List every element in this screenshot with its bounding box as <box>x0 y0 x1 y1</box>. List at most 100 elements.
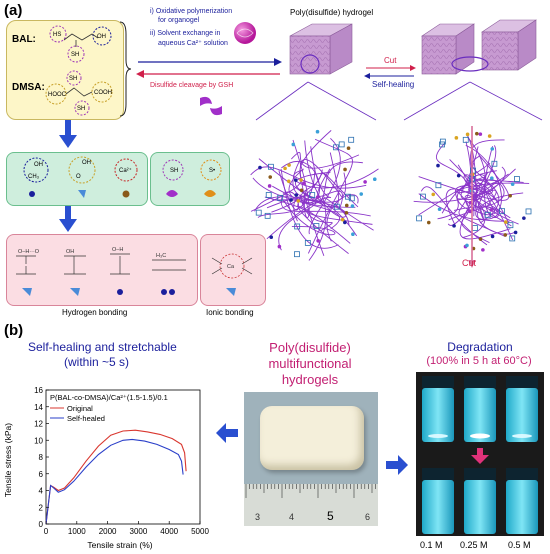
network-node <box>522 216 526 220</box>
network-node <box>490 234 495 239</box>
network-node <box>490 176 494 180</box>
network-node <box>265 192 272 198</box>
network-node <box>431 192 436 197</box>
network-node <box>283 166 287 171</box>
network-node <box>294 193 299 197</box>
network-node <box>345 193 351 200</box>
dmsa-group-1: HOOC <box>48 92 67 98</box>
polymer-chain <box>299 194 333 232</box>
ruler-number-2: 5 <box>327 509 334 523</box>
polymer-chain <box>456 179 530 194</box>
cut-heal-arrows <box>364 65 416 79</box>
dmsa-group-3: SH <box>77 106 85 112</box>
green-label-1: CH₃ <box>28 174 40 180</box>
network-node <box>343 167 347 172</box>
dmsa-cooh-ring <box>91 81 113 103</box>
polymer-chain <box>266 196 307 209</box>
chart-ylabel: Tensile stress (kPa) <box>3 423 13 497</box>
network-node <box>484 211 491 218</box>
hydrogel-photo: 3 4 5 6 <box>244 392 378 526</box>
network-node <box>499 208 506 215</box>
ruler <box>244 484 378 526</box>
network-node <box>293 178 298 182</box>
network-node <box>456 173 461 178</box>
oh-symbol-icon <box>29 191 35 197</box>
polymer-chain <box>272 161 363 204</box>
network-node <box>287 163 291 167</box>
network-node <box>420 193 426 200</box>
y-tick-label: 2 <box>39 503 44 512</box>
polymer-chain <box>280 168 339 249</box>
network-node <box>363 180 367 184</box>
network-node <box>343 220 347 225</box>
network-node <box>286 179 291 184</box>
svg-text:O–H···O: O–H···O <box>18 249 40 255</box>
chart-xlabel: Tensile strain (%) <box>87 540 152 550</box>
green-label-4: Ca²⁺ <box>119 167 132 174</box>
svg-text:OH: OH <box>66 249 74 255</box>
carboxyl-symbol-icon <box>78 190 86 198</box>
green-label-0: OH <box>34 162 43 168</box>
network-node <box>269 235 274 240</box>
network-node <box>267 184 272 188</box>
center-title-2: multifunctional <box>268 356 352 371</box>
degradation-subtitle: (100% in 5 h at 60°C) <box>426 355 532 367</box>
x-tick-label: 4000 <box>160 527 178 536</box>
degradation-arrow <box>471 448 489 464</box>
x-tick-label: 5000 <box>191 527 209 536</box>
y-tick-label: 4 <box>39 487 44 496</box>
hbond-icon-1 <box>22 288 32 296</box>
hydrogel-sample <box>260 406 364 470</box>
network-node <box>313 223 320 229</box>
bal-group-2: OH <box>97 34 106 40</box>
vial-top-2 <box>506 376 538 442</box>
vial-top-0 <box>422 376 454 442</box>
polymer-chain <box>250 130 332 212</box>
network-node <box>503 233 508 237</box>
center-title-3: hydrogels <box>281 372 339 387</box>
network-node <box>315 195 320 199</box>
network-node <box>299 188 304 193</box>
bal-label: BAL: <box>12 34 36 45</box>
polymer-chain <box>456 180 475 211</box>
y-tick-label: 8 <box>39 453 44 462</box>
dmsa-group-0: SH <box>69 76 77 82</box>
network-node <box>264 212 271 219</box>
down-arrow-1 <box>59 120 77 148</box>
center-title-1: Poly(disulfide) <box>269 340 351 355</box>
network-node <box>507 222 514 229</box>
polymer-chain <box>252 177 340 230</box>
network-node <box>304 240 311 246</box>
gsh-icon <box>200 96 222 116</box>
network-node <box>340 217 345 222</box>
network-node <box>491 160 498 167</box>
selfheal-subtitle: (within ~5 s) <box>64 355 130 369</box>
down-arrow-2 <box>59 206 77 232</box>
network-node <box>509 235 516 242</box>
y-tick-label: 6 <box>39 470 44 479</box>
network-node <box>302 181 306 186</box>
network-node <box>514 176 520 182</box>
network-node <box>294 251 300 258</box>
vial-label-1: 0.25 M <box>460 540 488 550</box>
polymer-chain <box>293 168 379 189</box>
network-node <box>439 141 445 148</box>
network-node <box>289 198 293 202</box>
network-left <box>240 118 392 270</box>
network-node <box>258 165 262 170</box>
green-label-3: O <box>76 174 81 180</box>
dmsa-chain <box>65 87 93 97</box>
network-node <box>315 129 320 134</box>
network-node <box>268 175 273 179</box>
left-arrow <box>216 423 238 443</box>
polymer-chain <box>291 152 360 169</box>
step2-text: ii) Solvent exchange in <box>150 30 221 37</box>
panel-b-tag: (b) <box>4 322 24 339</box>
svg-text:Ca: Ca <box>227 264 235 270</box>
polymer-chain <box>304 140 347 218</box>
network-node <box>346 146 351 151</box>
cut-zoom-ellipse <box>451 56 489 72</box>
network-node <box>454 136 459 140</box>
network-node <box>487 134 492 138</box>
cube-zoom-circle <box>300 54 320 74</box>
